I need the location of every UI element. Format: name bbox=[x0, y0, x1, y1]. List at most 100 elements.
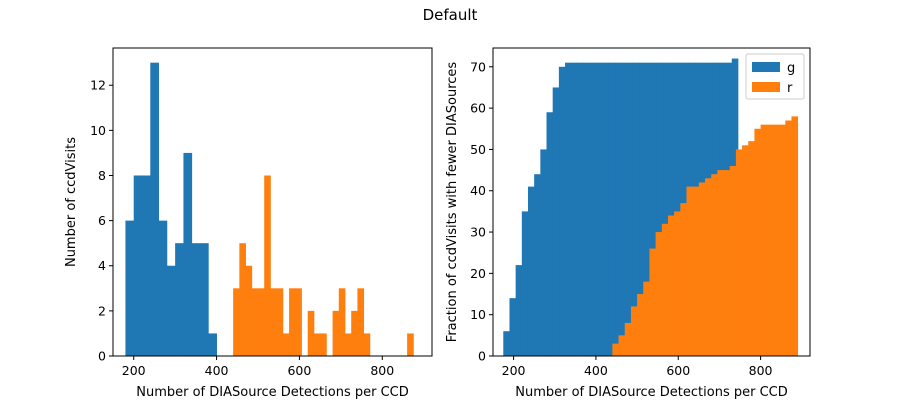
bar-r-21 bbox=[363, 333, 371, 356]
xtick-label-200: 200 bbox=[502, 363, 526, 378]
bar-r-21 bbox=[742, 145, 749, 356]
ytick-label-30: 30 bbox=[470, 225, 486, 240]
right-cumulative-frame bbox=[492, 47, 811, 357]
bar-r-4 bbox=[637, 294, 644, 356]
bar-r-16 bbox=[711, 174, 718, 356]
bar-r-11 bbox=[680, 203, 687, 356]
bar-r-22 bbox=[748, 141, 755, 356]
bar-g-26 bbox=[663, 62, 671, 357]
bar-g-4 bbox=[527, 186, 535, 356]
bar-g-20 bbox=[626, 62, 634, 357]
bar-r-29 bbox=[791, 116, 799, 356]
bar-r-9 bbox=[289, 288, 296, 356]
bar-r-14 bbox=[320, 333, 327, 356]
bar-g-18 bbox=[614, 62, 622, 357]
bar-g-9 bbox=[558, 66, 566, 357]
bar-r-8 bbox=[661, 223, 669, 356]
bar-g-8 bbox=[191, 243, 201, 356]
bar-r-13 bbox=[692, 186, 700, 356]
legend-swatch-r bbox=[752, 82, 780, 92]
bar-r-19 bbox=[729, 165, 737, 356]
bar-g-14 bbox=[589, 62, 597, 357]
bar-g-3 bbox=[521, 211, 529, 356]
bar-r-18 bbox=[345, 333, 352, 356]
bar-r-1 bbox=[618, 335, 626, 356]
bar-g-0 bbox=[125, 220, 135, 356]
bar-g-12 bbox=[577, 62, 584, 357]
bar-r-17 bbox=[338, 288, 346, 356]
bar-r-2 bbox=[624, 322, 632, 356]
bar-g-4 bbox=[158, 220, 168, 356]
bar-r-2 bbox=[245, 265, 253, 356]
legend-label-r: r bbox=[787, 81, 793, 96]
bar-g-3 bbox=[150, 62, 159, 357]
bar-r-28 bbox=[407, 333, 414, 356]
bar-r-20 bbox=[357, 288, 365, 356]
bar-r-19 bbox=[351, 310, 358, 356]
bar-r-14 bbox=[698, 182, 706, 356]
bar-g-10 bbox=[208, 333, 217, 356]
left-histogram-panel: 200 400 600 800 0 2 4 6 8 10 12 Number of DIASourc… bbox=[64, 47, 433, 400]
bar-r-12 bbox=[307, 310, 315, 356]
bar-g-24 bbox=[651, 62, 659, 357]
xtick-label-800: 800 bbox=[370, 363, 394, 378]
ytick-label-0: 0 bbox=[98, 349, 106, 364]
bar-r-18 bbox=[723, 170, 731, 356]
legend-swatch-g bbox=[752, 62, 780, 72]
bar-g-16 bbox=[602, 62, 609, 357]
right-cumulative-ylabel: Fraction of ccdVisits with fewer DIASour… bbox=[445, 62, 460, 343]
right-cumulative-xlabel: Number of DIASource Detections per CCD bbox=[515, 385, 788, 400]
xtick-label-600: 600 bbox=[666, 363, 690, 378]
bar-r-4 bbox=[258, 288, 265, 356]
bar-r-16 bbox=[332, 310, 340, 356]
bar-g-28 bbox=[676, 62, 683, 357]
bar-g-2 bbox=[515, 265, 523, 356]
bar-g-8 bbox=[552, 87, 560, 357]
bar-g-9 bbox=[200, 243, 209, 356]
left-histogram-xlabel: Number of DIASource Detections per CCD bbox=[136, 385, 409, 400]
bar-r-15 bbox=[705, 178, 712, 356]
ytick-label-10: 10 bbox=[470, 307, 486, 322]
bar-g-6 bbox=[175, 243, 184, 356]
legend-label-g: g bbox=[787, 61, 795, 76]
ytick-label-8: 8 bbox=[98, 168, 106, 183]
bar-r-6 bbox=[649, 248, 657, 356]
ytick-label-2: 2 bbox=[98, 303, 106, 318]
bar-r-13 bbox=[313, 333, 321, 356]
left-histogram-bars bbox=[125, 62, 414, 357]
bar-g-22 bbox=[639, 62, 646, 357]
bar-r-9 bbox=[667, 215, 675, 356]
bar-g-15 bbox=[595, 62, 603, 357]
right-cumulative-panel: 200 400 600 800 0 10 20 30 40 50 60 70 Number of DI… bbox=[445, 47, 811, 400]
bar-r-5 bbox=[264, 175, 271, 356]
ytick-label-6: 6 bbox=[98, 213, 106, 228]
bar-r-3 bbox=[251, 288, 259, 356]
right-cumulative-ticks: 200 400 600 800 0 10 20 30 40 50 60 70 bbox=[470, 59, 772, 378]
bar-g-6 bbox=[540, 149, 547, 356]
bar-r-26 bbox=[772, 124, 780, 356]
bar-r-1 bbox=[239, 243, 246, 356]
ytick-label-40: 40 bbox=[470, 183, 486, 198]
bar-r-0 bbox=[612, 343, 619, 356]
bar-g-21 bbox=[632, 62, 640, 357]
left-histogram-ticks: 200 400 600 800 0 2 4 6 8 10 12 bbox=[90, 78, 394, 378]
ytick-label-10: 10 bbox=[90, 123, 106, 138]
bar-r-5 bbox=[643, 281, 650, 356]
bar-r-27 bbox=[779, 124, 786, 356]
ytick-label-4: 4 bbox=[98, 258, 106, 273]
bar-r-10 bbox=[674, 211, 681, 356]
bar-g-25 bbox=[657, 62, 665, 357]
xtick-label-400: 400 bbox=[584, 363, 608, 378]
left-histogram-frame bbox=[112, 47, 433, 357]
xtick-label-600: 600 bbox=[287, 363, 311, 378]
ytick-label-0: 0 bbox=[478, 349, 486, 364]
ytick-label-50: 50 bbox=[470, 142, 486, 157]
bar-g-27 bbox=[670, 62, 677, 357]
bar-g-11 bbox=[571, 62, 578, 357]
bar-r-12 bbox=[686, 186, 694, 356]
bar-r-7 bbox=[655, 232, 663, 356]
xtick-label-800: 800 bbox=[749, 363, 773, 378]
legend: g r bbox=[745, 53, 805, 100]
bar-g-5 bbox=[534, 174, 541, 356]
